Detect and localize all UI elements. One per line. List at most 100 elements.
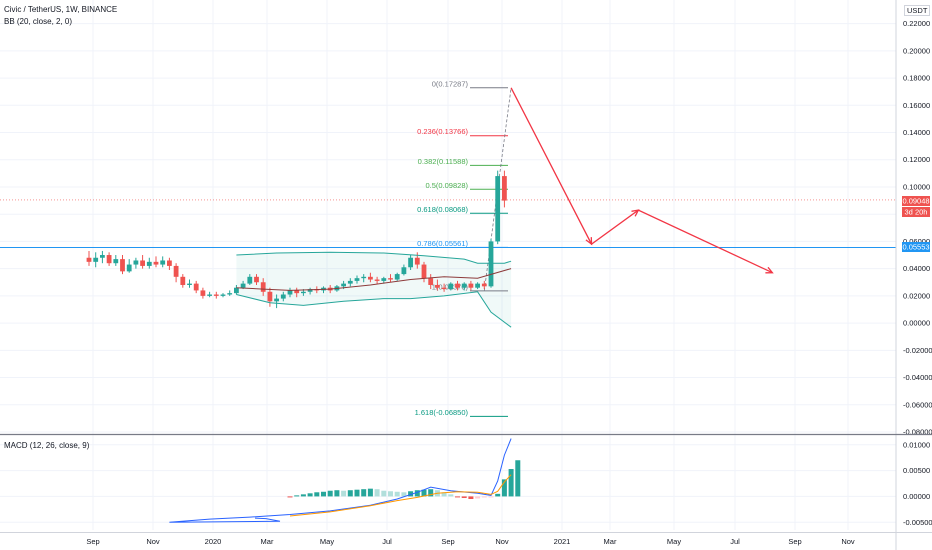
fib-level-label: 0.786(0.05561) bbox=[417, 239, 468, 248]
x-tick-label: 2020 bbox=[205, 537, 222, 546]
bb-fill-area bbox=[236, 252, 512, 328]
macd-histogram-bar bbox=[307, 493, 313, 497]
candle-body bbox=[341, 283, 346, 287]
candle-body bbox=[234, 287, 239, 294]
candle-body bbox=[180, 276, 186, 285]
candle-body bbox=[113, 259, 119, 264]
bb-upper-line bbox=[236, 251, 512, 264]
macd-histogram-bar bbox=[421, 489, 427, 497]
symbol-title: Civic / TetherUS, 1W, BINANCE bbox=[4, 5, 118, 14]
candle-body bbox=[408, 257, 413, 268]
macd-histogram-bar bbox=[341, 490, 347, 497]
currency-button[interactable]: USDT bbox=[904, 5, 931, 16]
price-tick-label: 0.16000 bbox=[903, 101, 930, 110]
candle-body bbox=[488, 241, 494, 287]
projection-line bbox=[510, 87, 773, 274]
x-tick-label: Nov bbox=[495, 537, 509, 546]
candle-body bbox=[435, 284, 440, 288]
macd-histogram-bar bbox=[475, 496, 481, 499]
price-tick-label: 0.18000 bbox=[903, 74, 930, 83]
candle-body bbox=[213, 294, 219, 296]
candle-body bbox=[361, 276, 367, 279]
macd-histogram-bar bbox=[361, 489, 367, 497]
fibonacci-retracement[interactable]: 0(0.17287) 0.236(0.13766) 0.382(0.11588) 0.… bbox=[415, 79, 512, 417]
candle-body bbox=[227, 293, 233, 295]
price-tick-label: 0.10000 bbox=[903, 182, 930, 191]
candle-body bbox=[455, 283, 460, 288]
bollinger-bands bbox=[236, 251, 512, 328]
macd-line bbox=[169, 438, 512, 523]
macd-histogram-bar bbox=[381, 490, 387, 497]
macd-histogram-bar bbox=[314, 492, 320, 497]
candle-body bbox=[301, 291, 306, 294]
macd-histogram-bar bbox=[488, 496, 494, 498]
bb-basis-line bbox=[236, 268, 512, 291]
macd-pane bbox=[169, 438, 521, 523]
x-tick-label: 2021 bbox=[554, 537, 571, 546]
candle-body bbox=[133, 260, 139, 265]
macd-tick-label: 0.01000 bbox=[903, 440, 930, 449]
price-tick-label: 0.00000 bbox=[903, 319, 930, 328]
candle-body bbox=[401, 267, 407, 275]
x-tick-label: Nov bbox=[841, 537, 855, 546]
bollinger-band-fill bbox=[236, 252, 512, 328]
macd-histogram-bar bbox=[401, 492, 407, 497]
candle-body bbox=[347, 280, 353, 284]
fib-level-label: 0.5(0.09828) bbox=[425, 181, 468, 190]
fib-level-label: 1.618(-0.06850) bbox=[415, 408, 469, 417]
x-tick-label: Nov bbox=[146, 537, 160, 546]
candle-body bbox=[448, 283, 454, 290]
macd-histogram-bar bbox=[367, 488, 373, 497]
candle-body bbox=[100, 255, 105, 258]
x-tick-label: Sep bbox=[86, 537, 99, 546]
candle-body bbox=[126, 264, 132, 272]
macd-histogram-bar bbox=[327, 490, 333, 497]
signal-line bbox=[289, 474, 512, 517]
x-tick-label: May bbox=[320, 537, 334, 546]
fib-level-label: 0.382(0.11588) bbox=[418, 157, 469, 166]
projection-arrowhead bbox=[631, 209, 640, 217]
price-tick-label: 0.06000 bbox=[903, 237, 930, 246]
macd-histogram-bar bbox=[448, 494, 454, 497]
candle-body bbox=[421, 264, 427, 279]
projection-arrowhead bbox=[585, 237, 593, 246]
candle-body bbox=[153, 261, 159, 265]
candle-body bbox=[461, 283, 467, 288]
macd-histogram-bar bbox=[441, 492, 447, 497]
macd-histogram-bar bbox=[294, 495, 300, 497]
candle-body bbox=[414, 257, 420, 265]
x-tick-label: Jul bbox=[730, 537, 740, 546]
candle-body bbox=[220, 294, 226, 296]
fib-level-label: 0(0.17287) bbox=[432, 79, 469, 88]
candle-body bbox=[468, 283, 474, 288]
candle-body bbox=[475, 283, 480, 288]
macd-tick-label: -0.00500 bbox=[903, 518, 932, 527]
price-tick-label: 0.22000 bbox=[903, 19, 930, 28]
candle-body bbox=[354, 278, 360, 281]
macd-histogram-bar bbox=[508, 469, 514, 497]
countdown-label: 3d 20h bbox=[905, 208, 928, 217]
candle-body bbox=[502, 176, 507, 201]
candle-body bbox=[374, 279, 380, 281]
macd-histogram-bar bbox=[334, 490, 340, 497]
projection-path[interactable] bbox=[510, 87, 774, 274]
line-price-badge bbox=[902, 242, 930, 252]
price-tick-label: 0.20000 bbox=[903, 46, 930, 55]
candle-body bbox=[274, 298, 279, 302]
horizontal-support-line[interactable] bbox=[0, 199, 896, 249]
macd-tick-label: 0.00500 bbox=[903, 466, 930, 475]
x-tick-label: Sep bbox=[441, 537, 454, 546]
macd-histogram-bar bbox=[455, 496, 460, 498]
macd-histogram-bar bbox=[388, 491, 393, 497]
candle-body bbox=[294, 290, 300, 294]
price-tick-label: 0.02000 bbox=[903, 291, 930, 300]
candle-body bbox=[140, 260, 145, 266]
candle-body bbox=[240, 283, 246, 288]
price-tick-label: -0.04000 bbox=[903, 373, 932, 382]
candle-body bbox=[394, 274, 400, 280]
candle-body bbox=[287, 290, 293, 295]
price-tick-label: 0.04000 bbox=[903, 264, 930, 273]
bb-legend: BB (20, close, 2, 0) bbox=[4, 17, 73, 26]
